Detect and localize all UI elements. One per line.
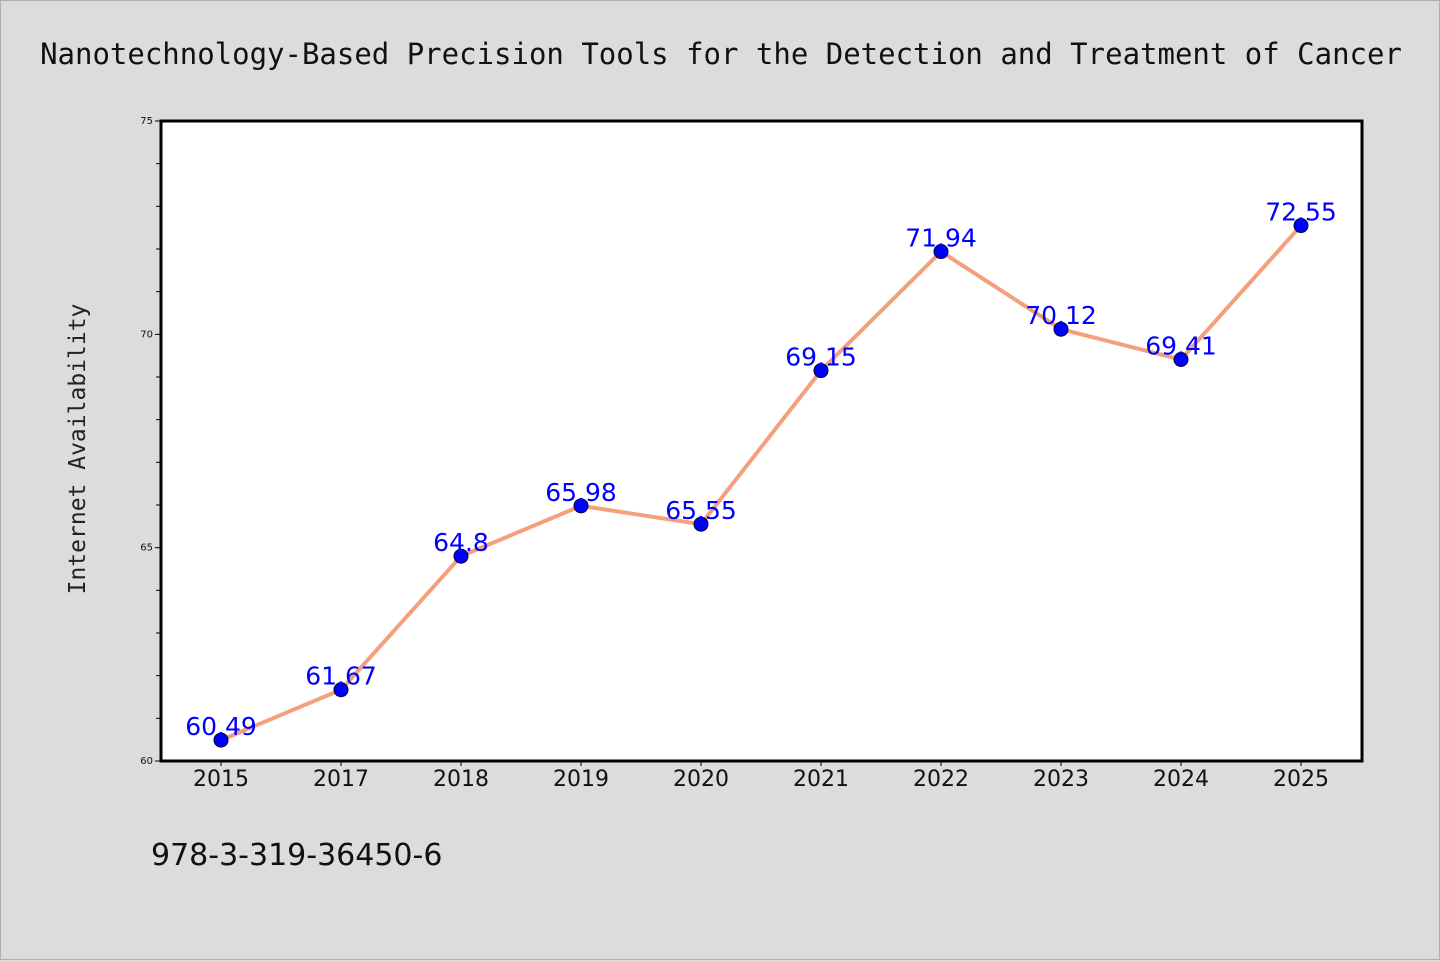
data-point	[213, 732, 229, 748]
data-point	[453, 548, 469, 564]
y-axis: 60 65 70 75	[140, 116, 161, 767]
x-tick-label: 2015	[193, 767, 249, 792]
x-tick-label: 2020	[673, 767, 729, 792]
data-label: 69.41	[1145, 332, 1217, 361]
y-tick-label: 60	[140, 756, 153, 767]
data-label: 65.98	[545, 478, 617, 507]
data-point	[933, 244, 949, 260]
data-point	[1293, 218, 1309, 234]
x-tick-label: 2017	[313, 767, 369, 792]
data-label: 72.55	[1265, 198, 1337, 227]
x-tick-label: 2019	[553, 767, 609, 792]
y-tick-label: 65	[140, 543, 153, 554]
data-labels: 60.49 61.67 64.8 65.98 65.55 69.15 71.94 70.12 6…	[185, 198, 1337, 742]
data-point	[1173, 352, 1189, 368]
series-polyline	[219, 223, 1303, 743]
isbn-text: 978-3-319-36450-6	[151, 838, 442, 873]
x-tick-label: 2021	[793, 767, 849, 792]
x-tick-label: 2022	[913, 767, 969, 792]
data-point	[333, 682, 349, 698]
series-line	[213, 218, 1309, 748]
data-label: 70.12	[1025, 301, 1097, 330]
data-point	[573, 498, 589, 514]
plot-area	[159, 119, 1364, 763]
y-axis-label: Internet Availability	[65, 304, 91, 595]
data-label: 64.8	[433, 528, 489, 557]
data-point	[693, 516, 709, 532]
data-label: 65.55	[665, 496, 737, 525]
data-point	[1053, 321, 1069, 337]
data-label: 60.49	[185, 712, 257, 741]
y-tick-label: 75	[140, 116, 153, 127]
x-tick-label: 2018	[433, 767, 489, 792]
chart-title: Nanotechnology-Based Precision Tools for…	[40, 37, 1402, 71]
x-tick-label: 2025	[1273, 767, 1329, 792]
data-point	[813, 363, 829, 379]
x-tick-label: 2024	[1153, 767, 1209, 792]
data-label: 61.67	[305, 662, 377, 691]
data-label: 71.94	[905, 224, 977, 253]
y-tick-label: 70	[140, 329, 153, 340]
x-tick-label: 2023	[1033, 767, 1089, 792]
data-label: 69.15	[785, 343, 857, 372]
x-axis: 2015 2017 2018 2019 2020 2021 2022 2023 2024 2025	[193, 761, 1329, 792]
